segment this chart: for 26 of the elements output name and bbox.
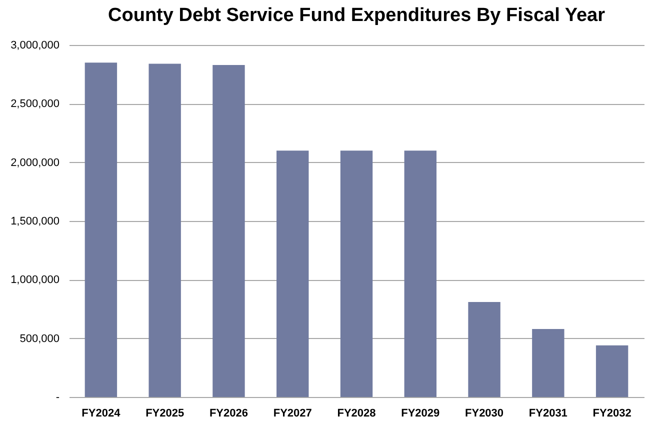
y-tick-label: 3,000,000 (10, 40, 60, 52)
y-tick-label: 2,500,000 (10, 98, 60, 110)
x-tick-label: FY2025 (146, 408, 184, 420)
y-tick-label: 2,000,000 (10, 156, 60, 169)
x-tick-label: FY2031 (528, 408, 568, 420)
x-tick-label: FY2024 (82, 408, 122, 420)
x-tick-label: FY2027 (273, 408, 312, 420)
bar (468, 302, 500, 397)
bar (276, 150, 309, 397)
bar (404, 150, 436, 397)
x-tick-label: FY2030 (465, 408, 504, 420)
bar (532, 328, 564, 397)
bar (212, 64, 245, 397)
x-tick-label: FY2028 (337, 408, 376, 420)
x-tick-label: FY2032 (592, 408, 632, 420)
y-tick-label: - (56, 392, 60, 404)
bar (340, 150, 373, 397)
chart-title: County Debt Service Fund Expenditures By Fiscal Year (108, 5, 606, 26)
x-tick-label: FY2026 (209, 408, 248, 420)
x-tick-label: FY2029 (401, 408, 440, 420)
y-tick-label: 500,000 (20, 332, 60, 345)
bar (148, 64, 181, 397)
y-tick-label: 1,500,000 (10, 216, 60, 228)
y-tick-label: 1,000,000 (10, 274, 60, 286)
bar (596, 345, 628, 397)
bar (84, 62, 118, 397)
